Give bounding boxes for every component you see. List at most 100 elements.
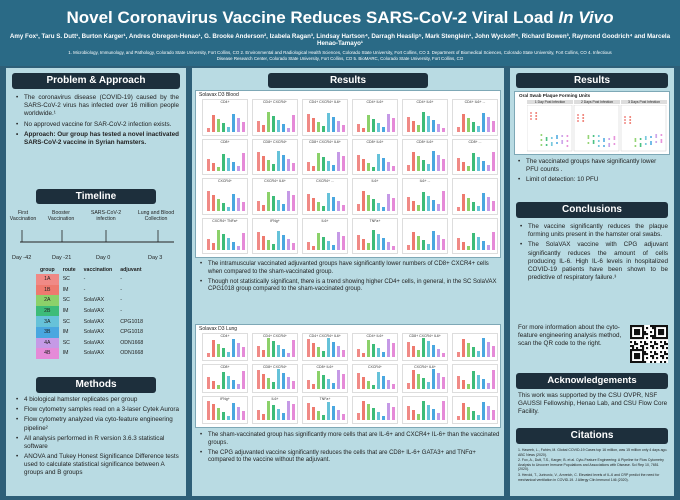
mini-chart-title: [403, 397, 447, 402]
mini-chart-panel: CXCR4+ IL6+: [402, 364, 448, 393]
qr-info-text: For more information about the cyto-feat…: [518, 324, 622, 348]
mini-chart-bar: [462, 113, 465, 132]
mini-chart-bar: [442, 127, 445, 132]
mini-chart-bar: [237, 383, 240, 389]
mini-chart-bar: [372, 384, 375, 389]
mini-chart-bar: [462, 339, 465, 358]
timeline-title: Timeline: [36, 189, 156, 204]
pfu-point: [660, 141, 663, 143]
qr-code[interactable]: [630, 325, 668, 363]
mini-chart-panel: TNFa+: [352, 217, 398, 254]
mini-chart-bar: [342, 373, 345, 389]
table-row: 3B IM SolaVAX CPG1018: [36, 326, 147, 338]
pfu-point: [660, 134, 663, 136]
pfu-point: [597, 145, 600, 147]
problem-list: The coronavirus disease (COVID-19) cause…: [14, 94, 179, 149]
pfu-point: [629, 119, 632, 121]
mini-chart-bar: [357, 412, 360, 420]
pfu-point: [550, 142, 553, 144]
mini-chart-bar: [242, 347, 245, 358]
blood-figure-label: Solavax D3 Blood: [199, 92, 239, 98]
citations-title: Citations: [516, 428, 668, 444]
mini-chart-bar: [222, 348, 225, 358]
mini-chart-bar: [457, 415, 460, 420]
mini-chart-title: CD8+ CXCR4+ IL6+: [409, 334, 441, 338]
table-cell-vaccination: SolaVAX: [83, 308, 105, 315]
mini-chart-bar: [457, 206, 460, 211]
mini-chart-panel: IL6+: [252, 395, 298, 424]
conclusion-bullet: The vaccine significantly reduces the pl…: [518, 223, 668, 239]
mini-chart-bar: [207, 400, 210, 420]
timeline-day-neg21: Day -21: [52, 255, 72, 261]
mini-chart-bar: [277, 231, 280, 250]
mini-chart-bar: [477, 205, 480, 211]
mini-chart-bar: [392, 343, 395, 358]
mini-chart-bar: [357, 203, 360, 211]
pfu-point: [597, 135, 600, 137]
mini-chart-bar: [462, 162, 465, 171]
mini-chart-bar: [332, 382, 335, 389]
mini-chart-bar: [367, 163, 370, 171]
mini-chart-bar: [312, 343, 315, 358]
timeline-day-neg42: Day -42: [12, 255, 32, 261]
mini-chart-bar: [492, 346, 495, 358]
mini-chart-bar: [362, 353, 365, 358]
mini-chart-bar: [282, 155, 285, 171]
mini-chart-bar: [232, 113, 235, 132]
pfu-point: [629, 122, 632, 124]
mini-chart-bar: [287, 376, 290, 389]
pfu-results-title: Results: [516, 73, 668, 88]
mini-chart-title: CXCR4+: [368, 365, 382, 370]
mini-chart-bar: [212, 243, 215, 250]
mini-chart-bar: [312, 197, 315, 211]
methods-bullet: All analysis performed in R version 3.6.…: [14, 435, 180, 451]
mini-chart-panel: CD8+ CXCR4+: [252, 364, 298, 393]
mini-chart-bar: [262, 413, 265, 420]
pfu-point: [613, 143, 616, 145]
mini-chart-bar: [387, 339, 390, 358]
mini-chart-bar: [432, 151, 435, 171]
mini-chart-title: CD8+ IL6+: [416, 139, 434, 144]
mini-chart-bar: [322, 414, 325, 420]
mini-chart-bar: [372, 118, 375, 132]
mini-chart-panel: IL6+: [302, 217, 348, 254]
pfu-point: [540, 134, 543, 136]
mini-chart-bar: [437, 155, 440, 171]
mini-chart-bar: [342, 413, 345, 420]
pfu-facet-frame: [527, 105, 573, 152]
mini-chart-bar: [477, 414, 480, 420]
table-cell-adjuvant: ODN1668: [120, 339, 144, 346]
mini-chart-bar: [207, 239, 210, 250]
mini-chart-bar: [237, 343, 240, 358]
mini-chart-bar: [227, 126, 230, 132]
table-cell-group: 3B: [36, 326, 59, 338]
mini-chart-title: CD8+ IL6+: [366, 139, 384, 144]
table-row: 4A SC SolaVAX ODN1668: [36, 337, 147, 349]
mini-chart-bar: [422, 240, 425, 250]
mini-chart-title: CD4+ CXCR4+: [263, 100, 287, 104]
mini-chart-title: CXCR4+ ...: [316, 179, 334, 183]
mini-chart-bar: [482, 401, 485, 420]
mini-chart-bar: [477, 237, 480, 250]
mini-chart-bar: [462, 402, 465, 420]
lung-result-bullet: The CPG adjuvanted vaccine significantly…: [198, 450, 500, 466]
mini-chart-panel: IL6+: [352, 178, 398, 215]
mini-chart-bar: [472, 370, 475, 389]
mini-chart-bar: [367, 114, 370, 132]
mini-chart-bar: [307, 402, 310, 420]
mini-chart-bar: [322, 351, 325, 358]
table-cell-group: 2B: [36, 305, 59, 317]
mini-chart-bar: [242, 153, 245, 171]
left-column: Problem & Approach The coronavirus disea…: [6, 68, 186, 496]
mini-chart-bar: [322, 205, 325, 211]
pfu-point: [634, 138, 637, 140]
mini-chart-bar: [227, 415, 230, 420]
table-cell-route: IM: [62, 308, 69, 315]
mini-chart-bar: [482, 112, 485, 132]
mini-chart-bar: [492, 369, 495, 389]
mini-chart-panel: CD4+ IL6+: [352, 99, 398, 136]
mini-chart-bar: [362, 239, 365, 250]
table-cell-vaccination: SolaVAX: [83, 297, 105, 304]
mini-chart-bar: [237, 197, 240, 211]
mini-chart-bar: [482, 378, 485, 389]
